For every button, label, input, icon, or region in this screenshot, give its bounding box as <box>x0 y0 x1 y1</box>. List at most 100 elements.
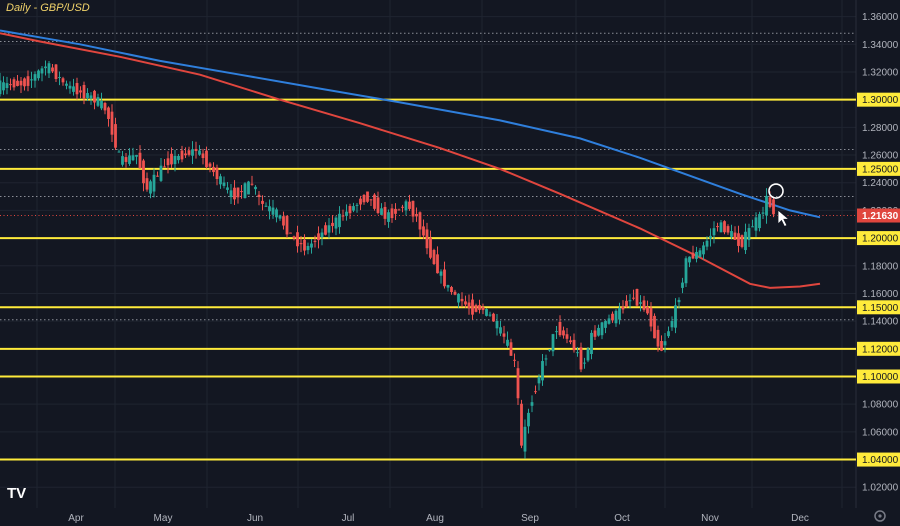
candle-body <box>303 239 306 251</box>
candle-body <box>191 149 194 156</box>
candle-body <box>292 236 296 239</box>
candle-body <box>681 282 684 288</box>
candle-body <box>44 66 47 69</box>
level-badge-label: 1.15000 <box>862 303 899 314</box>
candle-body <box>530 402 534 406</box>
candle-body <box>135 154 138 157</box>
candle-body <box>485 309 488 316</box>
y-tick-label: 1.28000 <box>862 123 899 134</box>
y-tick-label: 1.24000 <box>862 178 899 189</box>
candle-body <box>436 254 439 274</box>
candle-body <box>201 153 205 159</box>
candle-body <box>12 79 16 88</box>
candle-body <box>761 212 765 214</box>
candle-body <box>320 232 324 238</box>
candle-body <box>404 201 408 211</box>
candle-body <box>243 183 247 199</box>
candle-body <box>555 331 558 333</box>
candle-body <box>317 233 320 241</box>
candle-body <box>467 302 471 309</box>
candle-body <box>23 78 26 87</box>
candle-body <box>131 155 135 161</box>
candle-body <box>471 299 474 315</box>
candle-body <box>208 163 212 167</box>
candle-body <box>534 391 537 393</box>
candle-body <box>2 82 5 91</box>
candle-body <box>744 231 747 251</box>
candle-body <box>537 376 541 384</box>
candle-body <box>0 80 2 95</box>
candle-body <box>758 214 761 229</box>
y-tick-label: 1.32000 <box>862 67 899 78</box>
candle-body <box>9 84 12 86</box>
candle-body <box>65 83 68 86</box>
candle-body <box>450 287 453 293</box>
candle-body <box>460 298 464 302</box>
candle-body <box>215 167 219 180</box>
candle-body <box>219 176 222 185</box>
candle-body <box>229 190 233 198</box>
candle-body <box>527 412 530 427</box>
candle-body <box>621 306 625 310</box>
candle-body <box>149 181 152 194</box>
candle-body <box>369 199 373 201</box>
candle-body <box>166 158 170 166</box>
candle-body <box>170 153 173 165</box>
y-tick-label: 1.16000 <box>862 289 899 300</box>
price-axis[interactable]: 1.36000 1.34000 1.32000 1.28000 1.26000 1.240… <box>857 12 900 494</box>
candle-body <box>481 306 485 311</box>
candle-body <box>184 153 187 156</box>
candle-body <box>565 334 569 339</box>
y-tick-label: 1.26000 <box>862 151 899 162</box>
candle-body <box>37 70 40 79</box>
candle-body <box>79 90 82 93</box>
candle-body <box>632 297 635 299</box>
candle-body <box>359 198 362 205</box>
x-tick-label: Sep <box>521 513 539 524</box>
current-price-badge <box>857 208 900 223</box>
candle-body <box>180 150 184 160</box>
candle-body <box>457 293 460 303</box>
candle-body <box>747 228 751 241</box>
time-axis[interactable]: Apr May Jun Jul Aug Sep Oct Nov Dec <box>68 513 809 524</box>
candle-body <box>541 361 544 381</box>
candle-body <box>579 347 583 370</box>
x-tick-label: Oct <box>614 513 630 524</box>
candle-body <box>695 251 698 259</box>
candle-body <box>439 271 443 276</box>
candle-body <box>376 197 380 213</box>
candle-body <box>625 300 628 307</box>
candle-body <box>33 74 37 81</box>
candle-body <box>26 76 30 86</box>
candle-body <box>751 226 754 228</box>
candle-body <box>670 321 674 328</box>
candle-body <box>331 222 334 227</box>
settings-icon[interactable] <box>874 510 886 522</box>
current-price-label: 1.21630 <box>862 211 899 222</box>
candle-body <box>607 318 611 324</box>
candle-body <box>16 80 19 86</box>
level-badge <box>857 369 900 384</box>
candle-body <box>142 160 145 184</box>
candle-body <box>68 85 72 89</box>
y-tick-label: 1.14000 <box>862 317 899 328</box>
candle-body <box>653 315 656 339</box>
moving-average-blue <box>0 29 821 219</box>
candle-body <box>569 340 572 343</box>
candle-body <box>446 285 450 288</box>
candle-body <box>156 175 159 177</box>
y-tick-label: 1.06000 <box>862 427 899 438</box>
highlight-circle <box>768 183 784 199</box>
candle-body <box>586 348 590 361</box>
candle-body <box>674 305 677 328</box>
level-badge <box>857 231 900 246</box>
candle-body <box>47 63 51 74</box>
candle-body <box>765 195 768 216</box>
candle-body <box>558 321 562 336</box>
candle-body <box>310 243 313 248</box>
candle-body <box>562 330 565 336</box>
candle-body <box>429 237 432 258</box>
candle-body <box>705 240 709 247</box>
